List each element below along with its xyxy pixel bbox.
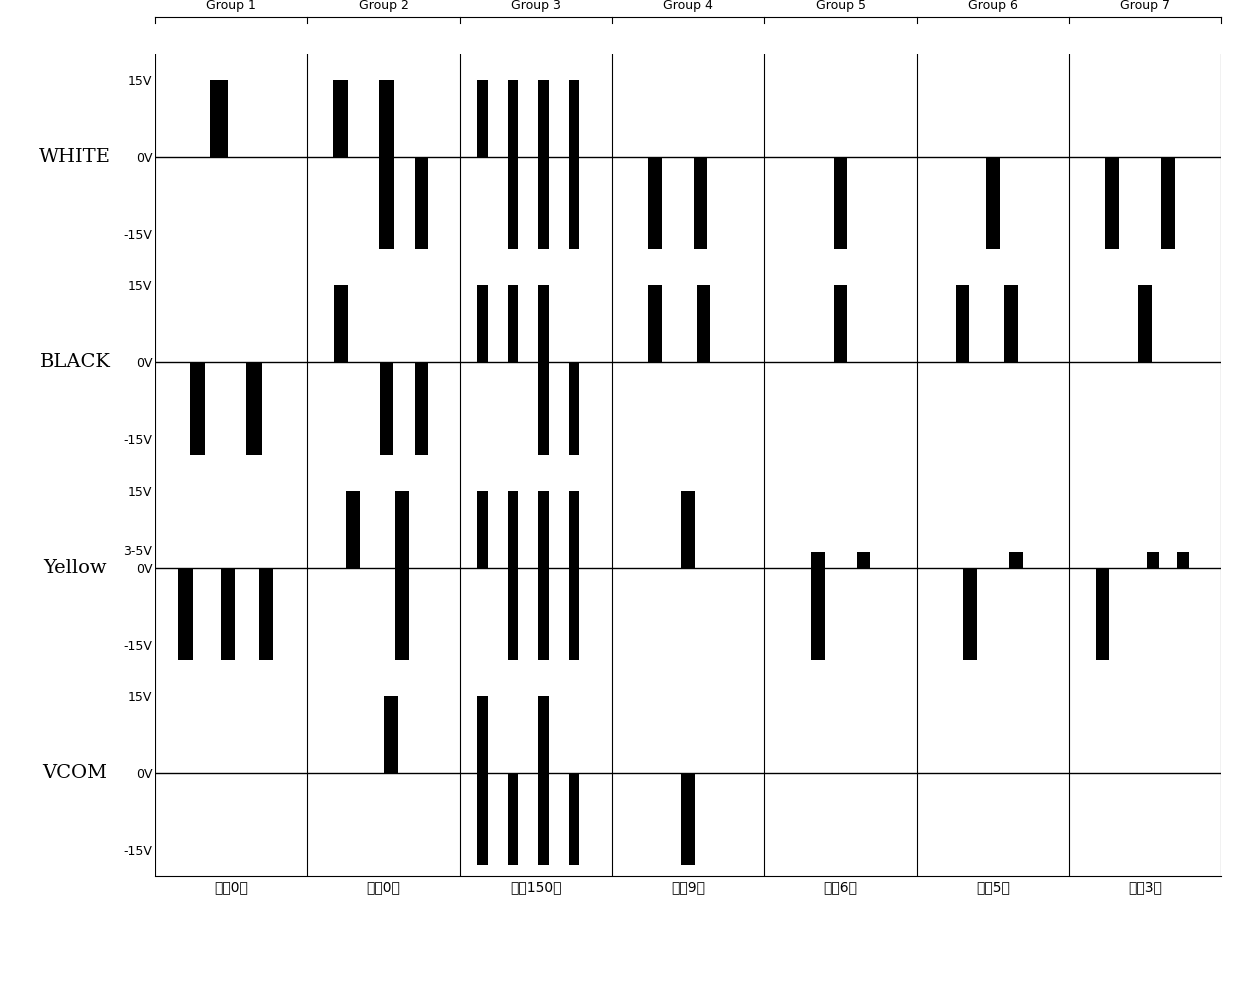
Bar [414, 156, 429, 249]
Bar [210, 80, 228, 156]
Bar [833, 285, 847, 362]
Bar [569, 773, 579, 866]
Text: BLACK: BLACK [40, 353, 110, 371]
Bar [857, 552, 870, 568]
Bar [569, 491, 579, 660]
Bar [384, 696, 398, 773]
Bar [396, 491, 409, 660]
Bar [1147, 552, 1159, 568]
Bar [693, 156, 707, 249]
Bar [247, 362, 262, 455]
Bar [1105, 156, 1118, 249]
Bar [190, 362, 206, 455]
Text: 循环0次: 循环0次 [215, 881, 248, 894]
Bar [379, 80, 394, 249]
Text: Group 4: Group 4 [663, 0, 713, 12]
Bar [507, 491, 518, 660]
Bar [569, 80, 579, 249]
Bar [538, 285, 549, 455]
Bar [259, 568, 273, 660]
Bar [963, 568, 977, 660]
Text: Group 2: Group 2 [358, 0, 408, 12]
Bar [477, 696, 487, 866]
Text: Group 7: Group 7 [1120, 0, 1171, 12]
Text: Group 3: Group 3 [511, 0, 560, 12]
Text: WHITE: WHITE [40, 148, 110, 166]
Bar [507, 773, 518, 866]
Bar [538, 491, 549, 660]
Text: Yellow: Yellow [43, 559, 107, 577]
Text: Group 5: Group 5 [816, 0, 866, 12]
Text: 循环150次: 循环150次 [510, 881, 562, 894]
Bar [334, 80, 348, 156]
Bar [697, 285, 711, 362]
Bar [811, 552, 825, 660]
Bar [1138, 285, 1152, 362]
Text: 循环0次: 循环0次 [367, 881, 401, 894]
Bar [833, 156, 847, 249]
Bar [986, 156, 999, 249]
Bar [177, 568, 193, 660]
Bar [1004, 285, 1018, 362]
Bar [956, 285, 970, 362]
Text: Group 6: Group 6 [968, 0, 1018, 12]
Text: 循环3次: 循环3次 [1128, 881, 1162, 894]
Bar [221, 568, 236, 660]
Bar [1161, 156, 1176, 249]
Bar [414, 362, 429, 455]
Bar [477, 80, 487, 156]
Bar [681, 491, 696, 568]
Bar [379, 362, 393, 455]
Bar [538, 80, 549, 249]
Bar [507, 285, 518, 362]
Text: 循环9次: 循环9次 [671, 881, 706, 894]
Bar [346, 491, 360, 568]
Bar [1009, 552, 1023, 568]
Bar [681, 773, 696, 866]
Bar [1096, 568, 1110, 660]
Bar [477, 491, 487, 568]
Bar [334, 285, 347, 362]
Text: 循环6次: 循环6次 [823, 881, 858, 894]
Text: 循环5次: 循环5次 [976, 881, 1009, 894]
Text: VCOM: VCOM [42, 764, 108, 782]
Bar [647, 285, 662, 362]
Bar [507, 80, 518, 249]
Bar [647, 156, 662, 249]
Bar [477, 285, 487, 362]
Bar [1177, 552, 1189, 568]
Text: Group 1: Group 1 [206, 0, 257, 12]
Bar [538, 696, 549, 866]
Bar [569, 362, 579, 455]
